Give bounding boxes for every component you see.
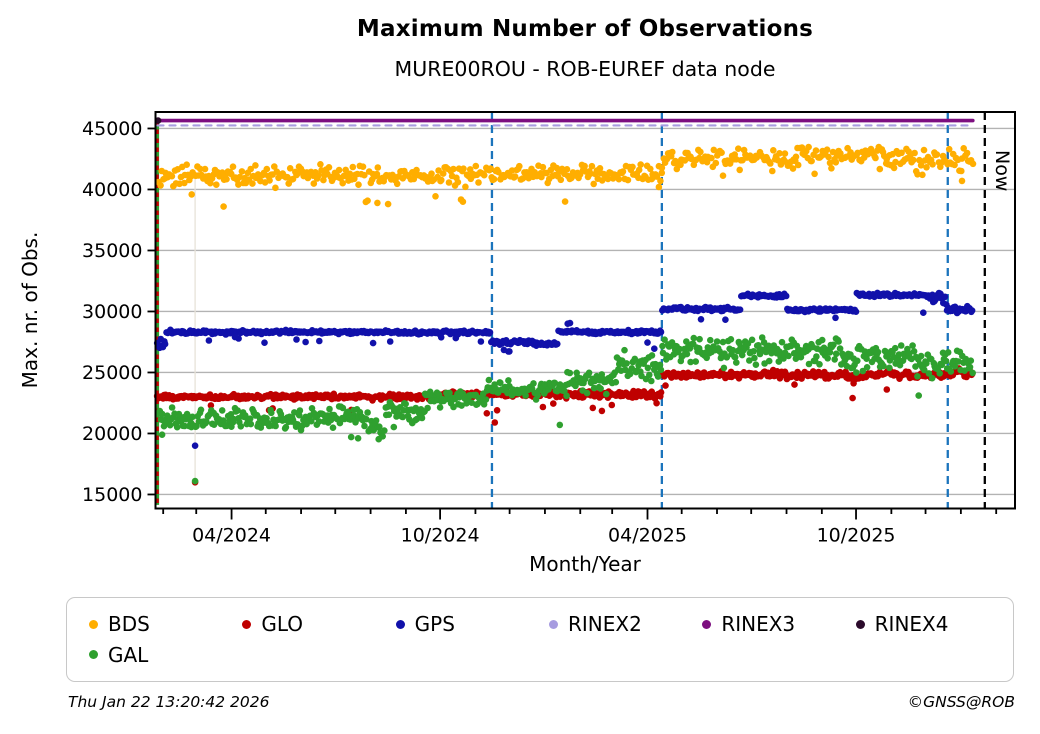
plot-border [154, 111, 1016, 510]
legend-label: RINEX4 [874, 612, 949, 637]
y-tick-label: 35000 [82, 240, 142, 262]
axis-tick-labels: 15000 20000 25000 30000 35000 40000 45000 04/20… [82, 118, 895, 547]
legend-label: RINEX2 [567, 612, 642, 637]
x-axis-label: Month/Year [529, 552, 641, 576]
x-tick-label: 10/2024 [401, 525, 480, 547]
now-label: Now [991, 150, 1013, 192]
y-tick-label: 25000 [82, 362, 142, 384]
legend-item-gps: GPS [395, 612, 549, 637]
rinex4-marker-icon [855, 619, 865, 629]
legend-label: GLO [261, 612, 303, 637]
y-tick-label: 40000 [82, 179, 142, 201]
gridlines [155, 127, 1015, 496]
legend-item-glo: GLO [242, 614, 395, 634]
rinex3-marker-icon [702, 619, 712, 629]
gps-marker-icon [395, 619, 405, 629]
credit: ©GNSS@ROB [907, 693, 1015, 711]
series-gps [153, 289, 976, 450]
timestamp: Thu Jan 22 13:20:42 2026 [68, 693, 270, 711]
rinex2-marker-icon [548, 619, 558, 629]
legend: BDS GLO GPS RINEX2 RINEX3 RINEX4 GAL [66, 597, 1014, 682]
legend-label: GAL [108, 642, 149, 667]
axis-ticks [147, 127, 998, 520]
chart-subtitle: MURE00ROU - ROB-EUREF data node [394, 57, 776, 81]
legend-item-gal: GAL [89, 645, 242, 665]
legend-item-rinex2: RINEX2 [548, 612, 702, 637]
y-axis-label: Max. nr. of Obs. [18, 231, 42, 389]
legend-item-bds: BDS [89, 614, 242, 634]
y-tick-label: 45000 [82, 118, 142, 140]
legend-label: RINEX3 [721, 612, 796, 637]
chart-title: Maximum Number of Observations [356, 16, 814, 42]
gal-marker-icon [89, 650, 98, 660]
legend-item-rinex4: RINEX4 [855, 612, 1009, 637]
bds-marker-icon [89, 619, 98, 629]
y-tick-label: 30000 [82, 301, 142, 323]
x-tick-label: 04/2025 [608, 525, 687, 547]
series-gal [155, 334, 976, 485]
legend-item-rinex3: RINEX3 [702, 614, 855, 634]
x-tick-label: 10/2025 [817, 525, 896, 547]
y-tick-label: 20000 [82, 423, 142, 445]
series-bds [155, 143, 977, 210]
y-tick-label: 15000 [82, 484, 142, 506]
legend-label: GPS [414, 612, 455, 637]
x-tick-label: 04/2024 [192, 525, 271, 547]
glo-marker-icon [242, 619, 252, 629]
legend-label: BDS [108, 612, 150, 637]
